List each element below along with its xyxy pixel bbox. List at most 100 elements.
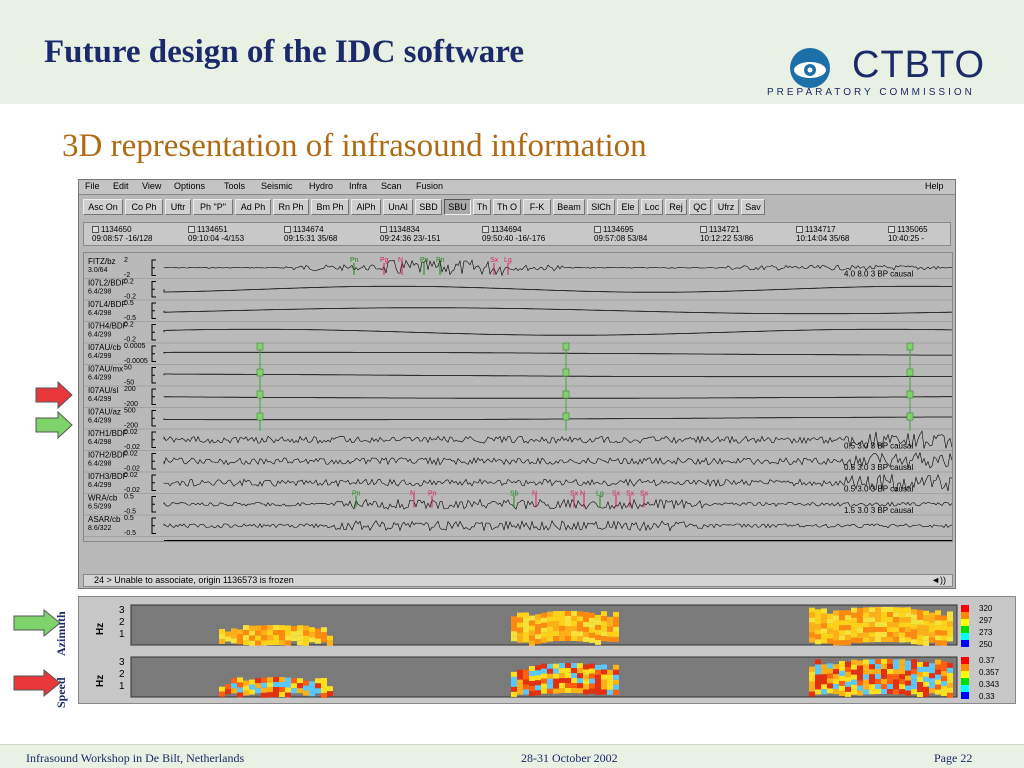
channel-name[interactable]: ASAR/cb bbox=[88, 515, 121, 524]
checkbox-icon[interactable] bbox=[92, 226, 99, 233]
waveform-traces[interactable]: FITZ/bz3.0/64 2 -2 4.0 8.0 3 BP causal I07L2… bbox=[84, 253, 953, 542]
phase-label[interactable]: Sx bbox=[570, 491, 579, 498]
menu-help[interactable]: Help bbox=[925, 181, 944, 191]
origin-item[interactable]: 1134717 10:14:04 35/68 bbox=[796, 225, 849, 243]
beam-button[interactable]: Beam bbox=[553, 199, 585, 215]
speaker-icon[interactable]: ◄)) bbox=[931, 575, 946, 585]
detection-flag[interactable] bbox=[562, 390, 570, 399]
checkbox-icon[interactable] bbox=[594, 226, 601, 233]
phase-label[interactable]: Lg bbox=[504, 257, 512, 264]
sbu-button[interactable]: SBU bbox=[444, 199, 471, 215]
menu-fusion[interactable]: Fusion bbox=[416, 181, 444, 191]
phase-label[interactable]: Sx bbox=[640, 491, 649, 498]
detection-flag[interactable] bbox=[906, 368, 914, 377]
th-button[interactable]: Th bbox=[473, 199, 491, 215]
phase-label[interactable]: Lg bbox=[596, 491, 604, 498]
phase-label[interactable]: Pn bbox=[352, 491, 361, 498]
rn-ph-button[interactable]: Rn Ph bbox=[273, 199, 309, 215]
uftr-button[interactable]: Uftr bbox=[165, 199, 191, 215]
checkbox-icon[interactable] bbox=[482, 226, 489, 233]
sav-button[interactable]: Sav bbox=[741, 199, 765, 215]
unal-button[interactable]: UnAl bbox=[383, 199, 413, 215]
origin-item[interactable]: 1134651 09:10:04 -4/153 bbox=[188, 225, 244, 243]
channel-name[interactable]: I07AU/cb bbox=[88, 343, 121, 352]
waveform-trace[interactable] bbox=[163, 416, 952, 421]
menu-view[interactable]: View bbox=[142, 181, 162, 191]
waveform-trace[interactable] bbox=[163, 396, 952, 399]
menu-edit[interactable]: Edit bbox=[113, 181, 129, 191]
ufrz-button[interactable]: Ufrz bbox=[713, 199, 739, 215]
phase-label[interactable]: N bbox=[532, 491, 537, 498]
menu-seismic[interactable]: Seismic bbox=[261, 181, 293, 191]
slch-button[interactable]: SlCh bbox=[587, 199, 615, 215]
channel-name[interactable]: I07L4/BDF bbox=[88, 300, 126, 309]
checkbox-icon[interactable] bbox=[796, 226, 803, 233]
detection-flag[interactable] bbox=[256, 342, 264, 351]
channel-name[interactable]: I07H2/BDF bbox=[88, 451, 128, 460]
channel-name[interactable]: I07H1/BDF bbox=[88, 429, 128, 438]
menu-file[interactable]: File bbox=[85, 181, 100, 191]
detection-flag[interactable] bbox=[906, 342, 914, 351]
origin-item[interactable]: 1135065 10:40:25 - bbox=[888, 225, 928, 243]
detection-flag[interactable] bbox=[562, 412, 570, 421]
channel-name[interactable]: I07H3/BDF bbox=[88, 472, 128, 481]
waveform-trace[interactable] bbox=[163, 520, 952, 532]
checkbox-icon[interactable] bbox=[188, 226, 195, 233]
bm-ph-button[interactable]: Bm Ph bbox=[311, 199, 349, 215]
phase-label[interactable]: Sb bbox=[510, 491, 519, 498]
waveform-trace[interactable] bbox=[163, 452, 952, 470]
channel-name[interactable]: I07AU/mx bbox=[88, 365, 123, 374]
sbd-button[interactable]: SBD bbox=[415, 199, 442, 215]
qc-button[interactable]: QC bbox=[689, 199, 711, 215]
channel-name[interactable]: FITZ/bz bbox=[88, 257, 116, 266]
channel-name[interactable]: I07L2/BDF bbox=[88, 279, 126, 288]
waveform-trace[interactable] bbox=[163, 498, 952, 510]
checkbox-icon[interactable] bbox=[380, 226, 387, 233]
ph-p-button[interactable]: Ph "P" bbox=[193, 199, 233, 215]
channel-name[interactable]: I07AU/sl bbox=[88, 386, 118, 395]
phase-label[interactable]: Pn bbox=[350, 257, 359, 264]
origin-item[interactable]: 1134834 09:24:36 23/-151 bbox=[380, 225, 441, 243]
menu-options[interactable]: Options bbox=[174, 181, 206, 191]
origin-item[interactable]: 1134674 09:15:31 35/68 bbox=[284, 225, 337, 243]
waveform-trace[interactable] bbox=[163, 285, 952, 293]
checkbox-icon[interactable] bbox=[700, 226, 707, 233]
menu-scan[interactable]: Scan bbox=[381, 181, 402, 191]
waveform-trace[interactable] bbox=[163, 307, 952, 315]
phase-label[interactable]: Sx bbox=[490, 257, 499, 264]
phase-label[interactable]: Sx bbox=[626, 491, 635, 498]
menu-hydro[interactable]: Hydro bbox=[309, 181, 334, 191]
phase-label[interactable]: Pn bbox=[436, 257, 445, 264]
waveform-trace[interactable] bbox=[163, 373, 952, 378]
detection-flag[interactable] bbox=[562, 342, 570, 351]
rej-button[interactable]: Rej bbox=[665, 199, 687, 215]
phase-label[interactable]: Sx bbox=[612, 491, 621, 498]
ele-button[interactable]: Ele bbox=[617, 199, 639, 215]
channel-name[interactable]: I07H4/BDF bbox=[88, 322, 128, 331]
phase-label[interactable]: Pn bbox=[428, 491, 437, 498]
waveform-trace[interactable] bbox=[163, 259, 952, 277]
detection-flag[interactable] bbox=[906, 412, 914, 421]
phase-label[interactable]: N bbox=[398, 257, 403, 264]
waveform-trace[interactable] bbox=[163, 351, 952, 356]
alph-button[interactable]: AlPh bbox=[351, 199, 381, 215]
asc-on-button[interactable]: Asc On bbox=[83, 199, 123, 215]
loc-button[interactable]: Loc bbox=[641, 199, 663, 215]
detection-flag[interactable] bbox=[256, 368, 264, 377]
waveform-trace[interactable] bbox=[163, 328, 952, 336]
waveform-display[interactable]: FITZ/bz 3.0/64 2 -2 4.0 8.0 3 BP causal I07L2… bbox=[83, 252, 953, 542]
phase-label[interactable]: Pn bbox=[420, 257, 429, 264]
checkbox-icon[interactable] bbox=[284, 226, 291, 233]
waveform-trace[interactable] bbox=[163, 430, 952, 449]
waveform-trace[interactable] bbox=[163, 474, 952, 493]
menu-tools[interactable]: Tools bbox=[224, 181, 246, 191]
menu-infra[interactable]: Infra bbox=[349, 181, 368, 191]
th-o-button[interactable]: Th O bbox=[493, 199, 521, 215]
phase-label[interactable]: N bbox=[410, 491, 415, 498]
origin-item[interactable]: 1134694 09:50:40 -16/-176 bbox=[482, 225, 545, 243]
ad-ph-button[interactable]: Ad Ph bbox=[235, 199, 271, 215]
phase-label[interactable]: Pg bbox=[380, 257, 389, 264]
phase-label[interactable]: N bbox=[580, 491, 585, 498]
channel-name[interactable]: I07AU/az bbox=[88, 408, 121, 417]
co-ph-button[interactable]: Co Ph bbox=[125, 199, 163, 215]
